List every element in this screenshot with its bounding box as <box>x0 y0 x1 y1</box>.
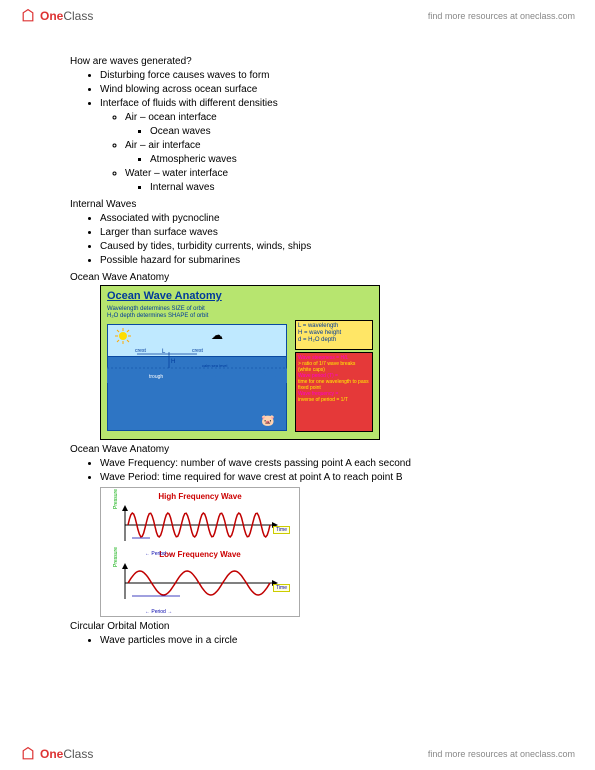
high-freq-title: High Frequency Wave <box>105 492 295 501</box>
page-header: OneClass find more resources at oneclass… <box>0 0 595 32</box>
logo[interactable]: OneClass <box>20 746 93 762</box>
cloud-icon: ☁ <box>211 328 223 342</box>
list-item: Wave Period: time required for wave cres… <box>100 471 525 485</box>
frequency-diagram: High Frequency Wave Pressure Time ← Peri… <box>100 487 300 617</box>
section5-title: Circular Orbital Motion <box>70 621 525 632</box>
legend-red: Wave steepness = H/L > ratio of 1/7 wave… <box>295 352 373 432</box>
list-item: Ocean waves <box>150 125 525 139</box>
section4-list: Wave Frequency: number of wave crests pa… <box>100 457 525 485</box>
section1-title: How are waves generated? <box>70 56 525 67</box>
legend-d: d = H₂O depth <box>298 337 370 344</box>
legend-h: H = wave height <box>298 330 370 337</box>
logo[interactable]: OneClass <box>20 8 93 24</box>
y-axis-label: Pressure <box>113 547 119 567</box>
list-item: Interface of fluids with different densi… <box>100 97 525 111</box>
svg-text:trough: trough <box>149 374 163 380</box>
header-link[interactable]: find more resources at oneclass.com <box>428 11 575 21</box>
x-axis-label: Time <box>273 526 290 534</box>
svg-text:crest: crest <box>135 348 146 354</box>
list-item: Associated with pycnocline <box>100 212 525 226</box>
logo-text: OneClass <box>40 747 93 761</box>
period-label: ← Period → <box>145 551 290 557</box>
x-axis-label: Time <box>273 584 290 592</box>
legend-l: L = wavelength <box>298 323 370 330</box>
list-item: Air – ocean interface <box>125 111 525 125</box>
svg-text:H: H <box>171 359 175 365</box>
high-freq-plot: Pressure Time ← Period → <box>110 503 290 548</box>
sun-icon <box>115 328 131 344</box>
red-freq2: inverse of period = 1/T <box>298 397 370 403</box>
logo-icon <box>20 746 36 762</box>
list-item: Caused by tides, turbidity currents, win… <box>100 240 525 254</box>
list-item: Air – air interface <box>125 139 525 153</box>
list-item: Possible hazard for submarines <box>100 254 525 268</box>
list-item: Wind blowing across ocean surface <box>100 83 525 97</box>
section3-title: Ocean Wave Anatomy <box>70 272 525 283</box>
ocean-wave-anatomy-diagram: Ocean Wave Anatomy Wavelength determines… <box>100 285 380 440</box>
list-item: Disturbing force causes waves to form <box>100 69 525 83</box>
diagram1-caption1: Wavelength determines SIZE of orbit <box>101 306 379 313</box>
period-label: ← Period → <box>145 609 290 615</box>
footer-link[interactable]: find more resources at oneclass.com <box>428 749 575 759</box>
diagram1-title: Ocean Wave Anatomy <box>101 286 379 306</box>
legend-yellow: L = wavelength H = wave height d = H₂O d… <box>295 320 373 350</box>
section4-title: Ocean Wave Anatomy <box>70 444 525 455</box>
svg-text:calm sea level: calm sea level <box>202 363 227 368</box>
list-item: Water – water interface <box>125 167 525 181</box>
section5-list: Wave particles move in a circle <box>100 634 525 648</box>
red-period2: time for one wavelength to pass fixed po… <box>298 379 370 391</box>
list-item: Wave Frequency: number of wave crests pa… <box>100 457 525 471</box>
pig-icon: 🐷 <box>261 414 275 427</box>
list-item: Internal waves <box>150 181 525 195</box>
list-item: Larger than surface waves <box>100 226 525 240</box>
low-freq-plot: Pressure Time ← Period → <box>110 561 290 606</box>
page-footer: OneClass find more resources at oneclass… <box>0 738 595 770</box>
wave-shape: L H crest crest trough calm sea level <box>107 348 287 383</box>
logo-icon <box>20 8 36 24</box>
section1-list: Disturbing force causes waves to form Wi… <box>100 69 525 195</box>
section2-title: Internal Waves <box>70 199 525 210</box>
svg-text:crest: crest <box>192 348 203 354</box>
diagram1-caption2: H₂O depth determines SHAPE of orbit <box>101 313 379 320</box>
list-item: Atmospheric waves <box>150 153 525 167</box>
document-content: How are waves generated? Disturbing forc… <box>0 32 595 658</box>
list-item: Wave particles move in a circle <box>100 634 525 648</box>
y-axis-label: Pressure <box>113 489 119 509</box>
section2-list: Associated with pycnocline Larger than s… <box>100 212 525 268</box>
red-steep2: > ratio of 1/7 wave breaks (white caps) <box>298 361 370 373</box>
logo-text: OneClass <box>40 9 93 23</box>
